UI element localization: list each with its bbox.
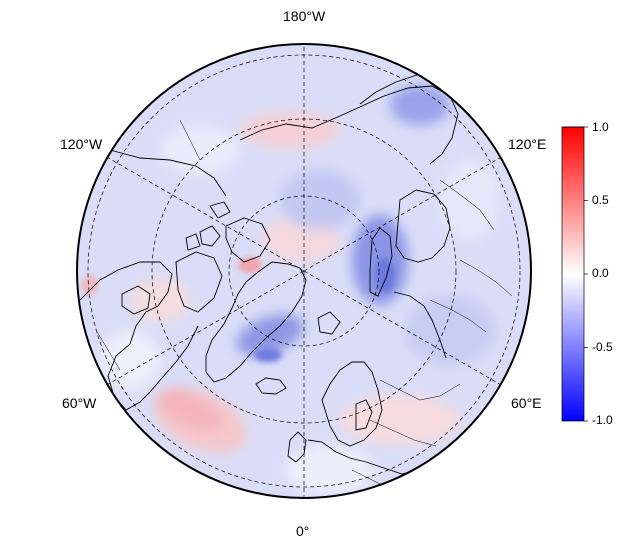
lon-label-60w: 60°W: [62, 395, 97, 411]
lon-label-0: 0°: [296, 523, 310, 539]
alaska-coast: [109, 149, 227, 197]
lon-label-120w: 120°W: [60, 136, 103, 152]
graticule: [87, 44, 521, 498]
greenland-coast: [205, 261, 307, 383]
colorbar-tick-label: 0.0: [592, 266, 609, 280]
colorbar-tick-label: 0.5: [592, 193, 609, 207]
baffin-coast: [175, 251, 223, 313]
arctic-islands: [185, 201, 231, 251]
colorbar: [561, 126, 588, 422]
kara-coast: [393, 291, 447, 359]
lon-label-120e: 120°E: [508, 136, 547, 152]
country-borders: [95, 119, 513, 491]
iceland-coast: [255, 377, 287, 395]
colorbar-ramp: [562, 127, 584, 421]
hudson-bay-coast: [121, 285, 151, 315]
colorbar-tick-label: 1.0: [592, 120, 609, 134]
coastlines: [79, 73, 459, 475]
north-america-coast: [79, 261, 199, 411]
ellesmere-coast: [225, 217, 271, 263]
siberia-coast: [239, 85, 459, 165]
novaya-zemlya: [369, 227, 393, 297]
svalbard-coast: [317, 311, 341, 335]
scandinavia-coast: [321, 361, 383, 447]
colorbar-tick-label: -1.0: [592, 413, 613, 427]
baltic-coast: [355, 399, 373, 431]
map-boundary: [76, 43, 532, 499]
lon-label-180w: 180°W: [283, 8, 326, 24]
taymyr-coast: [395, 189, 451, 263]
colorbar-tick-label: -0.5: [592, 340, 613, 354]
lon-label-60e: 60°E: [511, 395, 542, 411]
